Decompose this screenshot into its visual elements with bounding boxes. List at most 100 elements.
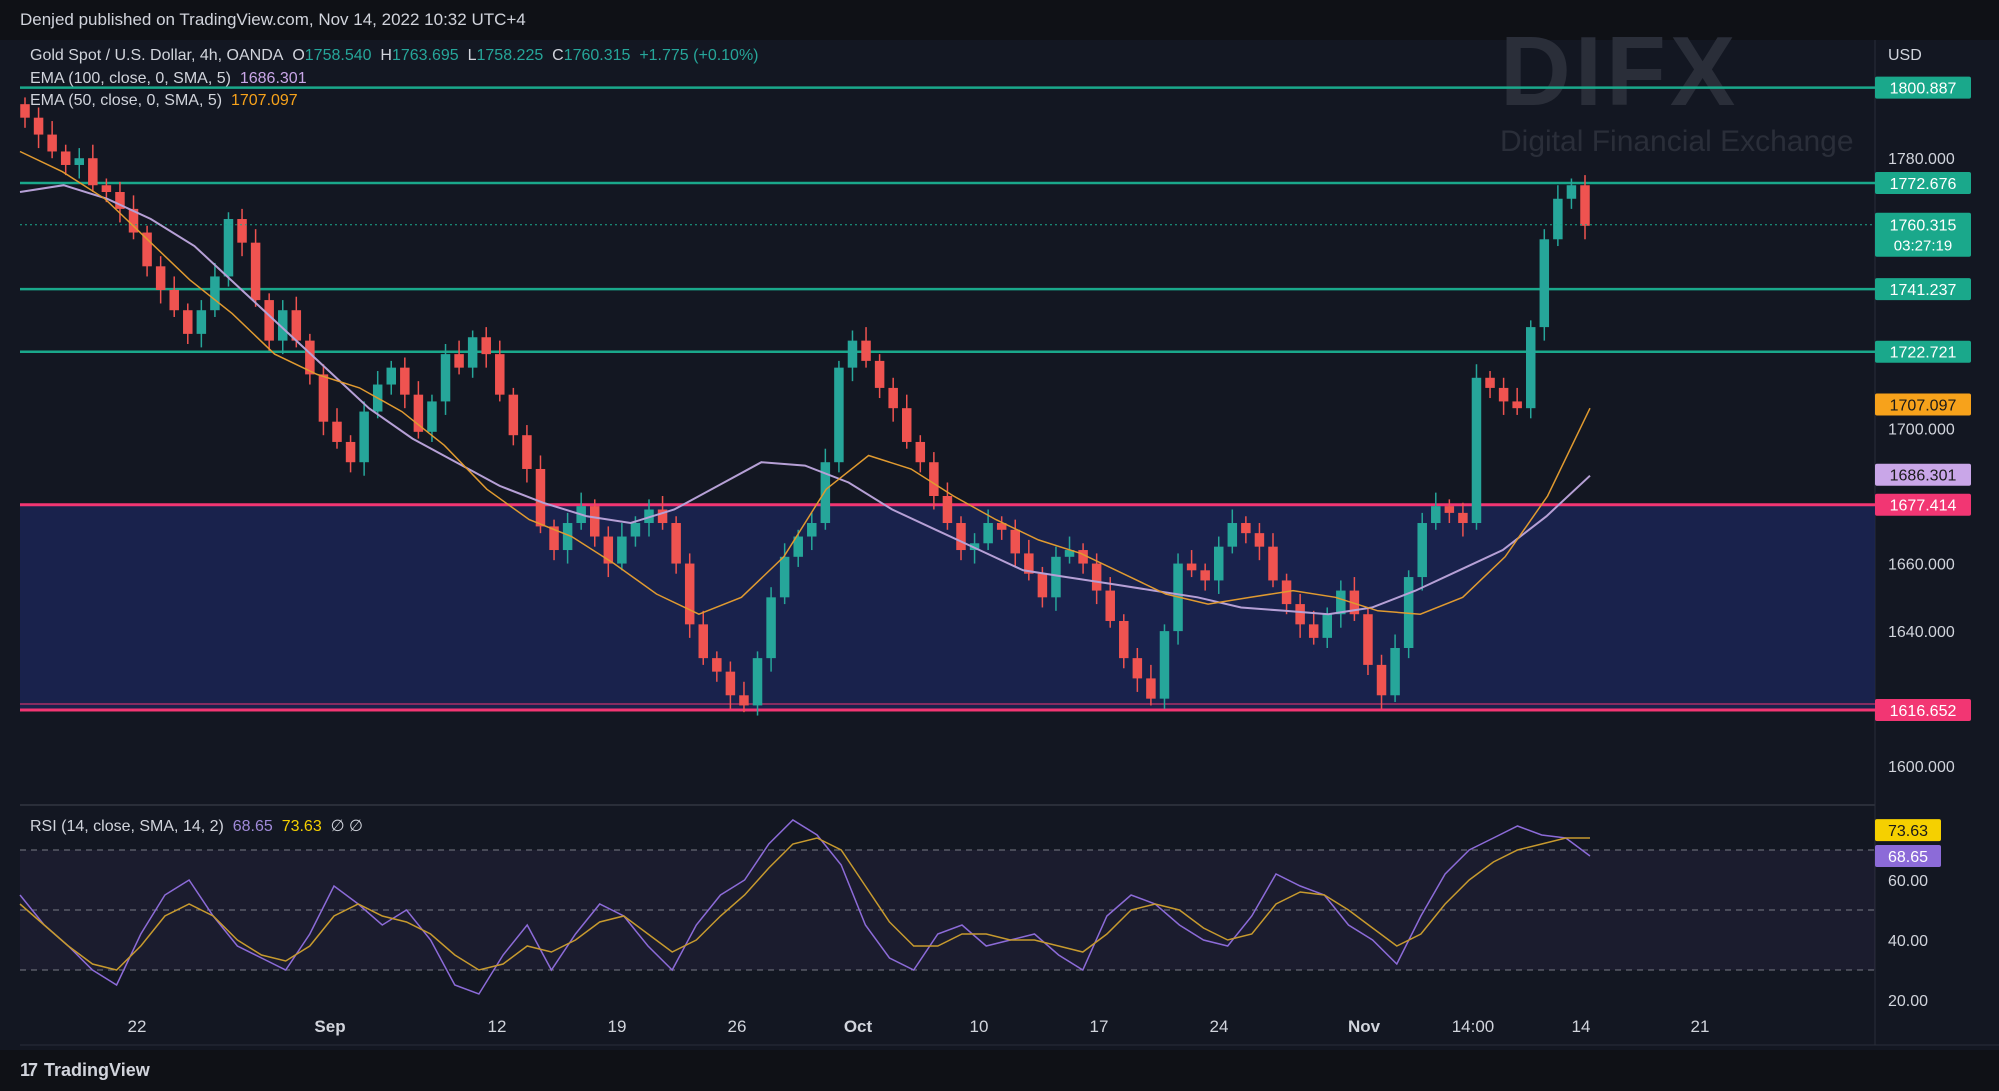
time-tick-label: 14:00 (1452, 1017, 1495, 1036)
candle-body (603, 536, 614, 564)
candle-body (861, 340, 871, 361)
rsi-line (19, 819, 1591, 995)
candle-body (671, 523, 681, 564)
candle-body (684, 563, 695, 625)
tradingview-logo-icon: 17 (20, 1060, 38, 1080)
candle-body (1051, 556, 1061, 598)
candle-body (74, 158, 85, 165)
candle-body (359, 411, 369, 463)
high-label: H (380, 47, 392, 64)
last-price-tag: 1760.315 (1890, 218, 1957, 235)
candle-body (942, 496, 953, 524)
candle-body (807, 523, 817, 537)
candle-body (834, 367, 844, 463)
level-tag-1: 1772.676 (1890, 176, 1957, 193)
candle-body (1553, 198, 1563, 240)
candle-body (495, 354, 505, 395)
candle-body (47, 134, 57, 152)
candle-body (196, 310, 207, 334)
time-tick-label: 19 (608, 1017, 627, 1036)
candle-body (901, 408, 912, 442)
candle-body (1091, 563, 1102, 591)
candle-body (1458, 512, 1468, 524)
candle-body (847, 340, 858, 368)
candle-body (1363, 614, 1373, 665)
ema50-tag: 1707.097 (1890, 397, 1957, 414)
candle-body (155, 266, 166, 290)
candle-body (1308, 624, 1319, 638)
close-value: 1760.315 (563, 47, 631, 64)
candle-body (1254, 533, 1265, 547)
rsi-value-tag-bg (1875, 845, 1941, 868)
candle-body (1431, 506, 1441, 524)
rsi-value: 68.65 (232, 818, 273, 835)
candle-body (929, 462, 939, 496)
candle-body (589, 506, 600, 537)
rsi-legend[interactable]: RSI (14, close, SMA, 14, 2) 68.65 73.63 … (30, 816, 363, 836)
candle-body (60, 151, 71, 165)
candle-body (522, 435, 532, 469)
candle-body (766, 597, 776, 659)
ema100-tag: 1686.301 (1890, 468, 1957, 485)
candle-body (1471, 377, 1482, 524)
rsi-label: RSI (14, close, SMA, 14, 2) (30, 818, 224, 835)
candle-body (345, 441, 356, 463)
candle-body (1241, 523, 1251, 534)
time-tick-label: 26 (728, 1017, 747, 1036)
ema50-value: 1707.097 (230, 92, 298, 109)
candle-body (33, 117, 44, 135)
candle-body (983, 523, 993, 544)
price-tick-label: 1640.000 (1888, 624, 1955, 641)
time-tick-label: 14 (1572, 1017, 1591, 1036)
time-tick-label: 17 (1090, 1017, 1109, 1036)
candle-body (1336, 590, 1346, 615)
candle-body (467, 337, 478, 368)
candle-body (1024, 553, 1034, 574)
candle-body (264, 300, 274, 341)
candle-body (888, 387, 898, 409)
ema100-legend[interactable]: EMA (100, close, 0, SMA, 5) 1686.301 (30, 70, 307, 88)
difx-watermark-logo: DIFX (1500, 16, 1740, 126)
level-tag-3-bg (1875, 340, 1971, 363)
ema100-value: 1686.301 (239, 70, 307, 87)
candle-body (183, 310, 193, 334)
candle-body (617, 536, 627, 564)
change-value: +1.775 (+0.10%) (639, 47, 759, 64)
publisher-text: Denjed published on TradingView.com, Nov… (20, 10, 526, 29)
rsi-tick-label: 40.00 (1888, 933, 1928, 950)
tradingview-brand: TradingView (44, 1060, 150, 1080)
zone-top-tag: 1677.414 (1890, 498, 1957, 515)
candle-body (508, 394, 519, 436)
candle-body (549, 526, 559, 551)
candle-body (400, 367, 410, 395)
last-price-tag-bg (1875, 212, 1971, 257)
price-tick-label: 1780.000 (1888, 151, 1955, 168)
candle-body (535, 468, 546, 527)
candle-body (1485, 377, 1495, 388)
candle-body (440, 354, 451, 402)
candle-body (1295, 604, 1305, 625)
level-tag-0: 1800.887 (1890, 81, 1957, 98)
time-tick-label: Oct (844, 1017, 873, 1036)
candle-body (1525, 327, 1536, 409)
candle-body (101, 185, 112, 192)
candle-body (1512, 401, 1522, 409)
ema50-legend[interactable]: EMA (50, close, 0, SMA, 5) 1707.097 (30, 92, 298, 110)
candle-body (427, 401, 437, 432)
symbol-name: Gold Spot / U.S. Dollar, 4h, OANDA (30, 47, 284, 64)
candle-body (210, 276, 220, 311)
candle-body (1539, 239, 1550, 328)
candle-body (915, 441, 926, 463)
candle-body (413, 394, 424, 432)
ema50-line (19, 150, 1591, 616)
rsi-sma-tag: 73.63 (1888, 823, 1928, 840)
time-tick-label: 10 (970, 1017, 989, 1036)
candle-body (1010, 529, 1021, 554)
candle-body (874, 360, 885, 388)
demand-zone (20, 504, 1875, 710)
candle-body (820, 462, 831, 524)
candle-body (305, 340, 315, 375)
ema100-label: EMA (100, close, 0, SMA, 5) (30, 70, 231, 87)
